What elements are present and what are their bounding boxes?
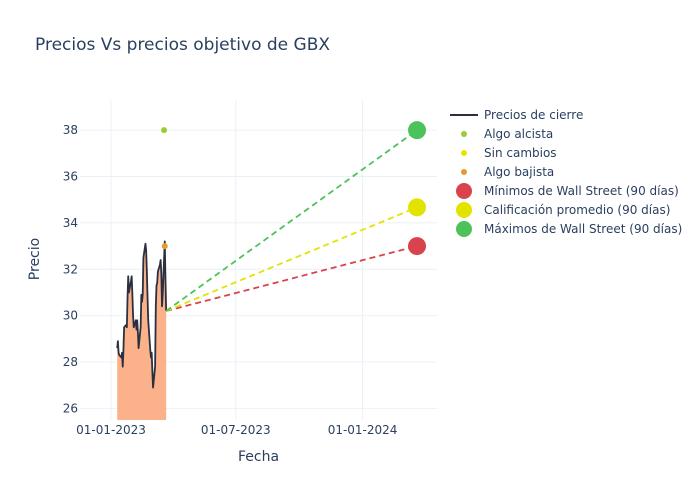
target-line bbox=[165, 245, 418, 312]
legend-swatch bbox=[461, 131, 467, 137]
y-tick-label: 28 bbox=[63, 355, 78, 369]
legend-swatch bbox=[461, 169, 467, 175]
legend-label: Máximos de Wall Street (90 días) bbox=[484, 222, 682, 236]
y-axis-title: Precio bbox=[27, 238, 43, 280]
target-line bbox=[165, 206, 418, 312]
target-marker bbox=[408, 121, 427, 140]
close-price-area bbox=[117, 241, 167, 420]
close-price-polyline bbox=[116, 240, 168, 389]
close-price-area-fill bbox=[117, 241, 167, 420]
target-lines bbox=[165, 129, 418, 312]
legend-label: Mínimos de Wall Street (90 días) bbox=[484, 184, 679, 198]
y-tick-label: 26 bbox=[63, 401, 78, 415]
legend: Precios de cierre Algo alcista Sin cambios… bbox=[450, 108, 682, 237]
x-tick-label: 01-01-2024 bbox=[328, 423, 398, 437]
y-tick-label: 34 bbox=[63, 216, 78, 230]
x-axis-ticks: 01-01-2023 01-07-2023 01-01-2024 bbox=[76, 423, 397, 437]
legend-label: Algo alcista bbox=[484, 127, 553, 141]
legend-swatch bbox=[456, 221, 472, 237]
target-marker bbox=[408, 198, 427, 217]
chart-title: Precios Vs precios objetivo de GBX bbox=[35, 35, 330, 55]
legend-label: Sin cambios bbox=[484, 146, 557, 160]
target-marker bbox=[408, 237, 427, 256]
rating-marker bbox=[161, 127, 168, 134]
target-line bbox=[165, 129, 418, 312]
y-tick-label: 30 bbox=[63, 309, 78, 323]
legend-label: Precios de cierre bbox=[484, 108, 583, 122]
legend-label: Algo bajista bbox=[484, 165, 554, 179]
legend-label: Calificación promedio (90 días) bbox=[484, 203, 670, 217]
legend-swatch bbox=[456, 202, 472, 218]
legend-swatch bbox=[461, 150, 467, 156]
rating-marker bbox=[161, 243, 168, 250]
markers bbox=[161, 121, 427, 256]
y-tick-label: 32 bbox=[63, 262, 78, 276]
y-axis-ticks: 26 28 30 32 34 36 38 bbox=[63, 123, 78, 415]
y-tick-label: 38 bbox=[63, 123, 78, 137]
x-tick-label: 01-07-2023 bbox=[201, 423, 271, 437]
y-tick-label: 36 bbox=[63, 170, 78, 184]
legend-swatch bbox=[456, 183, 472, 199]
x-tick-label: 01-01-2023 bbox=[76, 423, 146, 437]
x-axis-title: Fecha bbox=[238, 449, 279, 465]
close-price-line bbox=[116, 240, 168, 389]
